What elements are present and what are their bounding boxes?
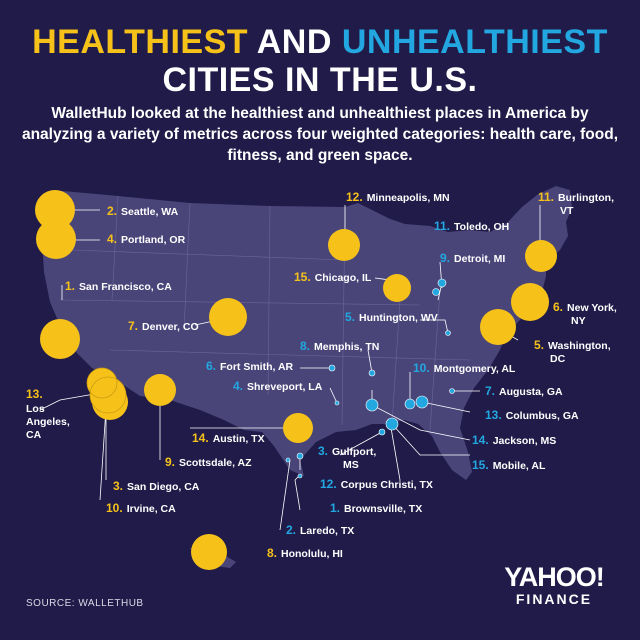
label-detroit: 9. Detroit, MI [440,251,505,265]
label-mobile: 15. Mobile, AL [472,458,546,472]
subtitle: WalletHub looked at the healthiest and u… [21,105,619,164]
bubble-memphis [368,369,376,377]
unhealthiest-bubbles [285,278,455,479]
label-laredo: 2. Laredo, TX [286,523,354,537]
label-denver: 7. Denver, CO [128,319,199,333]
label-san-diego: 3. San Diego, CA [113,479,200,493]
bubble-montgomery [404,398,416,410]
title-and: AND [248,23,342,61]
label-huntington: 5. Huntington, WV [345,310,438,324]
healthiest-bubbles [35,190,557,570]
bubble-honolulu [191,534,227,570]
label-toledo: 11. Toledo, OH [434,219,509,233]
page-title-line-2: CITIES IN THE U.S. [162,61,478,99]
title-healthiest: HEALTHIEST [32,23,249,61]
bubble-seattle [35,190,75,230]
healthiest-labels: 2. Seattle, WA 4. Portland, OR 1. San Franc… [26,190,617,560]
label-austin: 14. Austin, TX [192,431,265,445]
label-jackson: 14. Jackson, MS [472,433,556,447]
bubble-columbus [415,395,429,409]
label-scottsdale: 9. Scottsdale, AZ [165,455,252,469]
label-minneapolis: 12. Minneapolis, MN [346,190,450,204]
label-san-francisco: 1. San Francisco, CA [65,279,172,293]
label-memphis: 8. Memphis, TN [300,339,379,353]
label-new-york: 6. New York, [553,300,617,314]
source-note: SOURCE: WALLETHUB [26,598,144,609]
bubble-austin [283,413,313,443]
label-la-rank: 13. [26,387,43,401]
bubble-mobile [385,417,399,431]
bubble-burlington [525,240,557,272]
label-fort-smith: 6. Fort Smith, AR [206,359,294,373]
label-gulfport-state: MS [343,459,359,471]
bubble-huntington [445,330,451,336]
label-gulfport: 3. Gulfport, [318,444,376,458]
label-portland: 4. Portland, OR [107,232,186,246]
bubble-brownsville [297,473,303,479]
bubble-jackson [365,398,379,412]
bubble-corpus-christi [296,452,304,460]
label-seattle: 2. Seattle, WA [107,204,179,218]
bubble-detroit [437,278,447,288]
bubble-gulfport [378,428,386,436]
label-columbus: 13. Columbus, GA [485,408,579,422]
label-montgomery: 10. Montgomery, AL [413,361,516,375]
label-new-york-state: NY [571,315,586,327]
label-shreveport: 4. Shreveport, LA [233,379,323,393]
label-augusta: 7. Augusta, GA [485,384,563,398]
bubble-san-francisco [40,319,80,359]
label-la-1: Los [26,403,45,415]
bubble-chicago [383,274,411,302]
bubble-minneapolis [328,229,360,261]
bubble-laredo [285,457,291,463]
bubble-toledo [432,288,440,296]
label-washington: 5. Washington, [534,338,611,352]
page-title-line-1: HEALTHIEST AND UNHEALTHIEST [0,22,640,62]
label-burlington-state: VT [560,205,574,217]
label-la-2: Angeles, [26,416,70,428]
bubble-augusta [449,388,455,394]
bubble-new-york [511,283,549,321]
unhealthiest-labels: 11. Toledo, OH 9. Detroit, MI 5. Huntington… [206,219,579,537]
bubble-scottsdale [144,374,176,406]
label-burlington: 11. Burlington, [538,190,614,204]
bubble-san-diego [92,384,128,420]
label-honolulu: 8. Honolulu, HI [267,546,343,560]
label-la-3: CA [26,429,42,441]
label-irvine: 10. Irvine, CA [106,501,176,515]
bubble-fort-smith [328,364,336,372]
label-washington-state: DC [550,353,566,365]
bubble-denver [209,298,247,336]
logo-main-text: YAHOO! [504,562,605,592]
bubble-portland [36,219,76,259]
label-chicago: 15. Chicago, IL [294,270,372,284]
bubble-shreveport [334,400,340,406]
label-brownsville: 1. Brownsville, TX [330,501,422,515]
yahoo-finance-logo: YAHOO! FINANCE [494,563,614,607]
title-unhealthiest: UNHEALTHIEST [341,23,608,61]
bubble-washington [480,309,516,345]
logo-sub-text: FINANCE [515,591,593,607]
label-corpus-christi: 12. Corpus Christi, TX [320,477,433,491]
